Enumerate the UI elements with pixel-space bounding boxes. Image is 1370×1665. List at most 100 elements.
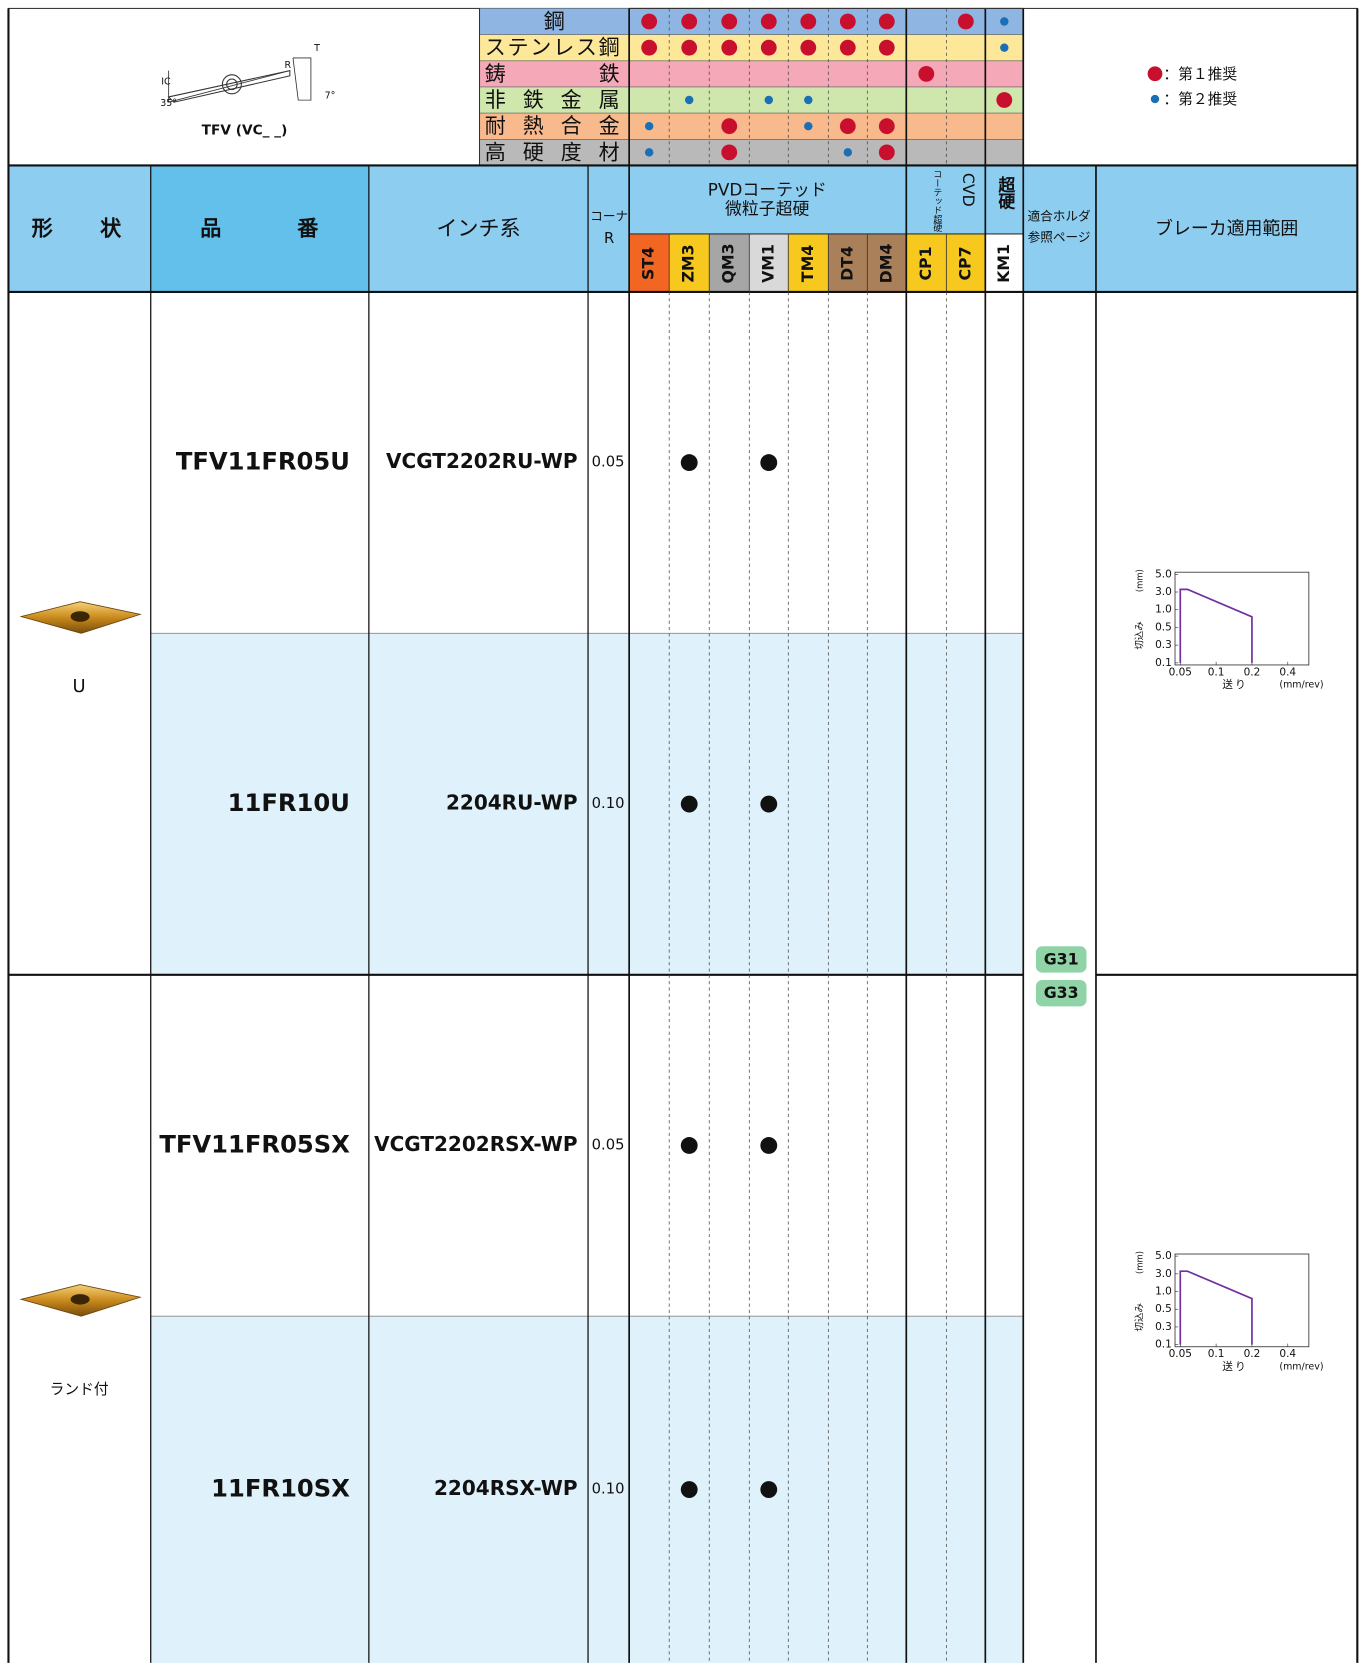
shape-label: ランド付 [50, 1381, 109, 1398]
recommend-dot [721, 13, 738, 30]
grade-name: ZM3 [679, 244, 698, 282]
recommend-dot [957, 13, 974, 30]
x-tick-label: 0.2 [1244, 666, 1261, 678]
diagram-label: 7° [325, 90, 336, 101]
recommend-dot [721, 39, 738, 56]
chart-box [1174, 1253, 1310, 1348]
grade-name: VM1 [758, 244, 777, 283]
part-no: 11FR10SX [211, 1475, 350, 1503]
header-cvd: CVD [959, 173, 978, 207]
recommend-dot [878, 39, 895, 56]
grade-cell [629, 233, 670, 292]
material-name: ステンレス鋼 [485, 35, 620, 60]
inch-part-no: VCGT2202RSX-WP [374, 1132, 577, 1156]
y-tick-label: 5.0 [1155, 568, 1172, 580]
grade-cell [788, 233, 829, 292]
recommend-dot [641, 13, 658, 30]
holder-badge [1035, 946, 1087, 973]
stock-dot [680, 1481, 698, 1498]
insert-hole [70, 611, 90, 622]
stock-dot [680, 795, 698, 813]
recommend-dot [644, 148, 654, 157]
y-tick-label: 0.1 [1155, 657, 1172, 669]
part-no: TFV11FR05SX [159, 1130, 350, 1158]
chart-y-unit: (mm) [1135, 569, 1145, 592]
chart-box [1174, 571, 1310, 666]
recommend-dot [800, 13, 817, 30]
header-cvd: コーテッド超硬 [931, 170, 941, 234]
legend-dot [1150, 94, 1160, 104]
recommend-dot [681, 13, 698, 30]
x-tick-label: 0.1 [1208, 666, 1225, 678]
chart-x-label: 送り [1222, 1360, 1245, 1373]
grade-name: QM3 [719, 243, 738, 283]
stock-dot [760, 454, 778, 472]
header-holder: 参照ページ [1028, 230, 1091, 245]
material-band [479, 139, 1024, 166]
material-band [479, 113, 1024, 140]
diagram-label: 35° [160, 98, 177, 109]
y-tick-label: 3.0 [1155, 1268, 1172, 1280]
y-tick-label: 0.3 [1155, 1321, 1172, 1333]
row-bg [150, 633, 1024, 975]
recommend-dot [721, 118, 738, 135]
corner-r: 0.10 [592, 795, 625, 812]
material-band [479, 8, 1024, 35]
recommend-dot [685, 95, 694, 105]
recommend-dot [681, 39, 698, 56]
recommend-dot [721, 144, 738, 161]
y-tick-label: 0.5 [1155, 1303, 1172, 1315]
chart-y-unit: (mm) [1135, 1251, 1145, 1274]
insert-sketch [292, 57, 312, 101]
holder-badge [1035, 980, 1087, 1007]
holder-page: G31 [1044, 950, 1079, 969]
y-tick-label: 1.0 [1155, 1286, 1172, 1298]
recommend-dot [878, 118, 895, 135]
row-bg [150, 1316, 1024, 1663]
corner-r: 0.10 [592, 1481, 625, 1498]
header-pvd: 微粒子超硬 [725, 199, 809, 219]
x-tick-label: 0.05 [1169, 1348, 1192, 1360]
inch-part-no: 2204RU-WP [446, 791, 578, 815]
header-corner: コーナ [590, 209, 628, 224]
header-bg [150, 165, 369, 292]
chart-y-label: 切込み [1135, 1303, 1146, 1331]
grade-cell [669, 233, 710, 292]
y-tick-label: 1.0 [1155, 604, 1172, 616]
chart-x-label: 送り [1222, 678, 1245, 691]
grade-cell [946, 233, 986, 292]
recommend-dot [1000, 43, 1009, 52]
recommend-dot [843, 148, 853, 157]
shape-label: U [73, 676, 86, 697]
x-tick-label: 0.4 [1279, 666, 1296, 678]
recommend-dot [764, 95, 773, 105]
inch-part-no: 2204RSX-WP [434, 1476, 578, 1500]
material-band [479, 86, 1024, 114]
grade-cell [985, 233, 1024, 292]
inch-part-no: VCGT2202RU-WP [386, 449, 577, 473]
chart-x-unit: (mm/rev) [1279, 679, 1323, 690]
recommend-dot [918, 65, 935, 82]
header-breaker: ブレーカ適用範囲 [1155, 218, 1298, 240]
legend-label: ：第１推奨 [1163, 65, 1237, 83]
recommend-dot [878, 13, 895, 30]
recommend-dot [1000, 17, 1009, 26]
grade-name: DM4 [876, 244, 895, 284]
range-line [1179, 588, 1253, 663]
recommend-dot [641, 39, 658, 56]
material-band [479, 60, 1024, 87]
grade-cell [709, 233, 750, 292]
chart-y-label: 切込み [1135, 621, 1146, 649]
grade-name: CP1 [916, 246, 935, 280]
recommend-dot [644, 121, 654, 131]
recommend-dot [839, 118, 856, 135]
recommend-dot [760, 13, 777, 30]
grade-name: TM4 [798, 245, 817, 283]
insert-sketch [226, 78, 238, 91]
diagram-label: IC [161, 77, 171, 88]
recommend-dot [878, 144, 895, 161]
y-tick-label: 0.3 [1155, 639, 1172, 651]
recommend-dot [839, 13, 856, 30]
header-inch: インチ系 [436, 216, 520, 241]
